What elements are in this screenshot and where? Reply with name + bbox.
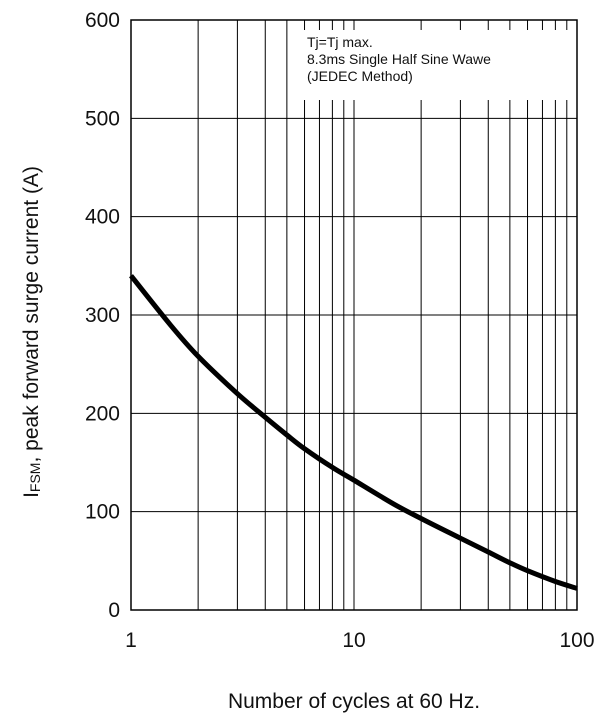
- annotation-background: [302, 30, 572, 100]
- x-tick-label: 100: [559, 629, 594, 652]
- grid: [131, 20, 577, 610]
- y-axis-title-subscript: FSM: [27, 463, 43, 493]
- y-axis-title: IFSM, peak forward surge current (A): [20, 166, 43, 498]
- plot-frame: [130, 19, 578, 611]
- y-axis-ticks: 0 100 200 300 400 500 600: [85, 9, 120, 622]
- y-tick-label: 300: [85, 304, 120, 327]
- x-axis-title: Number of cycles at 60 Hz.: [228, 690, 480, 713]
- x-tick-label: 10: [342, 629, 365, 652]
- annotation-line: (JEDEC Method): [307, 68, 413, 84]
- y-tick-label: 200: [85, 402, 120, 425]
- x-tick-label: 1: [125, 629, 137, 652]
- series-layer: [129, 274, 578, 591]
- annotation-block: Tj=Tj max.8.3ms Single Half Sine Wawe(JE…: [307, 34, 491, 84]
- y-axis-title-text: , peak forward surge current (A): [20, 166, 43, 462]
- annotation-line: 8.3ms Single Half Sine Wawe: [307, 51, 491, 67]
- y-axis-title-symbol: I: [20, 492, 43, 498]
- y-tick-label: 400: [85, 206, 120, 229]
- y-tick-label: 500: [85, 107, 120, 130]
- y-tick-label: 100: [85, 501, 120, 524]
- annotation-line: Tj=Tj max.: [307, 34, 373, 50]
- series-line: [129, 274, 578, 591]
- y-tick-label: 0: [108, 599, 120, 622]
- x-axis-ticks: 1 10 100: [125, 629, 594, 652]
- y-tick-label: 600: [85, 9, 120, 32]
